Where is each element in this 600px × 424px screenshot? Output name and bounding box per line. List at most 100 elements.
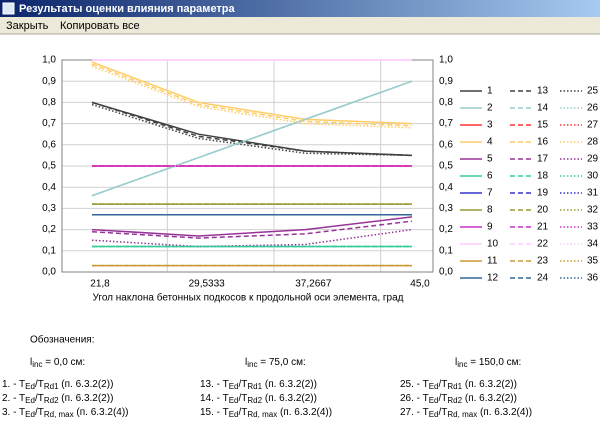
subscript: Rd1 (44, 382, 59, 391)
series-line (91, 216, 413, 237)
legend-label: 6 (487, 171, 493, 182)
subscript: Ed (25, 410, 35, 419)
group-heading: linc = 0,0 см: (30, 357, 85, 369)
legend-label: 5 (487, 154, 493, 165)
legend-label: 10 (487, 239, 499, 250)
subscript: Rd, max (44, 410, 74, 419)
legend-label: 24 (537, 273, 549, 284)
subscript: Rd2 (44, 396, 59, 405)
text-part: (п. 6.3.2(4)) (74, 407, 129, 418)
subscript: inc (247, 360, 257, 369)
y-tick-label: 0,8 (42, 97, 56, 108)
legend-label: 17 (537, 154, 549, 165)
text-part: l (455, 357, 457, 368)
menu-item[interactable]: Копировать все (60, 20, 140, 32)
legend-label: 35 (587, 256, 599, 267)
legend-label: 29 (587, 154, 599, 165)
legend-label: 3 (487, 120, 493, 131)
note-item: 27. - TEd/TRd, max (п. 6.3.2(4)) (400, 407, 532, 419)
legend-label: 28 (587, 137, 599, 148)
text-part: 15. - T (200, 407, 229, 418)
app-icon (2, 2, 15, 15)
legend-label: 13 (537, 86, 549, 97)
text-part: (п. 6.3.2(2)) (462, 379, 517, 390)
group-heading: linc = 75,0 см: (245, 357, 306, 369)
subscript: Rd, max (247, 410, 277, 419)
text-part: 3. - T (2, 407, 25, 418)
legend-label: 27 (587, 120, 599, 131)
y2-tick-label: 0,2 (439, 224, 453, 235)
y-tick-label: 0,1 (42, 245, 56, 256)
subscript: inc (32, 360, 42, 369)
text-part: /T (439, 407, 448, 418)
legend-label: 16 (537, 137, 549, 148)
legend-label: 20 (537, 205, 549, 216)
text-part: = 75,0 см: (257, 357, 305, 368)
y2-tick-label: 0,3 (439, 203, 453, 214)
legend-label: 8 (487, 205, 493, 216)
x-tick-label: 21,8 (90, 279, 110, 290)
text-part: /T (239, 393, 248, 404)
y2-tick-label: 0,9 (439, 76, 453, 87)
text-part: l (30, 357, 32, 368)
legend-label: 2 (487, 103, 493, 114)
y-tick-label: 1,0 (42, 55, 56, 66)
note-item: 1. - TEd/TRd1 (п. 6.3.2(2)) (2, 379, 113, 391)
notes-heading: Обозначения: (30, 334, 94, 346)
text-part: /T (35, 393, 44, 404)
series-line (91, 80, 413, 197)
y2-tick-label: 0,8 (439, 97, 453, 108)
y2-tick-label: 0,5 (439, 161, 453, 172)
legend-label: 11 (487, 256, 498, 267)
subscript: Ed (25, 396, 35, 405)
text-part: /T (439, 393, 448, 404)
subscript: Ed (25, 382, 35, 391)
text-part: (п. 6.3.2(4)) (277, 407, 332, 418)
text-part: 13. - T (200, 379, 229, 390)
y-tick-label: 0,4 (42, 182, 56, 193)
legend-label: 23 (537, 256, 549, 267)
subscript: Ed (429, 382, 439, 391)
y-tick-label: 0,0 (42, 267, 56, 278)
series-line (91, 63, 413, 127)
note-item: 13. - TEd/TRd1 (п. 6.3.2(2)) (200, 379, 317, 391)
legend-label: 15 (537, 120, 549, 131)
y-tick-label: 0,7 (42, 118, 56, 129)
legend-label: 22 (537, 239, 549, 250)
series-line (91, 65, 413, 129)
title-bar (0, 0, 600, 17)
note-item: 26. - TEd/TRd2 (п. 6.3.2(2)) (400, 393, 517, 405)
legend-label: 32 (587, 205, 599, 216)
menu-item[interactable]: Закрыть (6, 20, 49, 32)
text-part: (п. 6.3.2(2)) (462, 393, 517, 404)
legend-label: 9 (487, 222, 493, 233)
subscript: Rd, max (447, 410, 477, 419)
series-line (91, 228, 413, 248)
legend-label: 26 (587, 103, 599, 114)
group-heading: linc = 150,0 см: (455, 357, 521, 369)
legend-label: 30 (587, 171, 599, 182)
x-tick-label: 45,0 (410, 279, 430, 290)
text-part: (п. 6.3.2(2)) (59, 379, 114, 390)
y2-tick-label: 0,0 (439, 267, 453, 278)
text-part: /T (239, 379, 248, 390)
x-tick-label: 29,5333 (189, 279, 226, 290)
text-part: /T (35, 379, 44, 390)
legend-label: 25 (587, 86, 599, 97)
text-part: 27. - T (400, 407, 429, 418)
series-line (91, 103, 413, 157)
y2-tick-label: 1,0 (439, 55, 453, 66)
subscript: Rd1 (447, 382, 462, 391)
legend-label: 4 (487, 137, 493, 148)
subscript: Ed (429, 396, 439, 405)
y-tick-label: 0,9 (42, 76, 56, 87)
note-item: 14. - TEd/TRd2 (п. 6.3.2(2)) (200, 393, 317, 405)
note-item: 25. - TEd/TRd1 (п. 6.3.2(2)) (400, 379, 517, 391)
series-line (91, 220, 413, 239)
text-part: 1. - T (2, 379, 25, 390)
legend-label: 12 (487, 273, 499, 284)
text-part: 14. - T (200, 393, 229, 404)
text-part: (п. 6.3.2(2)) (262, 393, 317, 404)
y2-tick-label: 0,4 (439, 182, 453, 193)
series-line (91, 101, 413, 157)
